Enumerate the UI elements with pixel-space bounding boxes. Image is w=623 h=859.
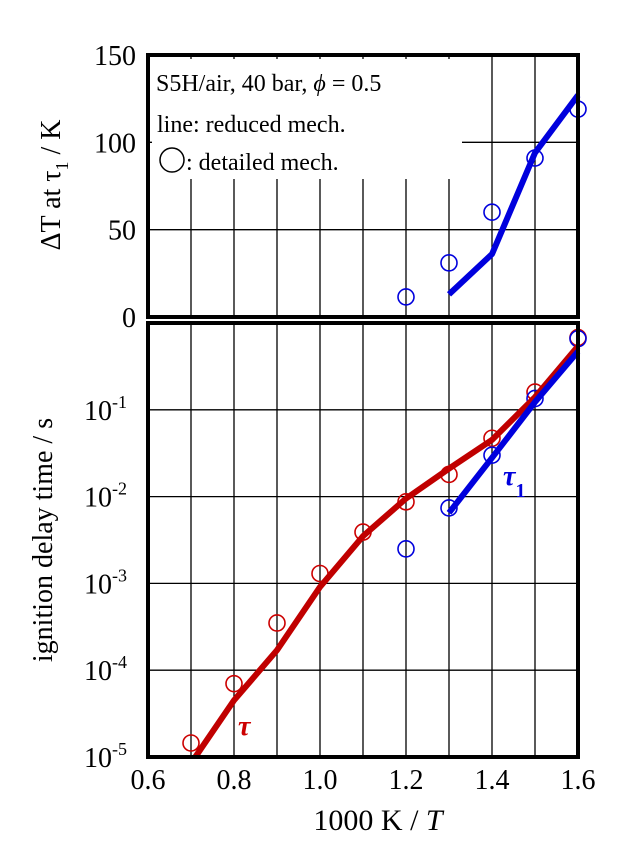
xtick-label: 1.2	[389, 765, 424, 796]
bottom-point	[397, 540, 415, 558]
bottom-frame	[146, 321, 580, 759]
xtick-label: 1.0	[303, 765, 338, 796]
bottom-line	[446, 349, 581, 515]
top-ylabel: ΔT at τ1 / K	[36, 119, 72, 250]
bottom-ytick-label: 10-2	[84, 479, 127, 514]
bottom-ytick-label: 10-1	[84, 392, 127, 427]
top-ytick-label: 0	[122, 303, 136, 334]
legend-line: line: reduced mech.	[157, 112, 346, 138]
bottom-point	[483, 446, 501, 464]
tick-labels: 0 50 100 150 10-5 10-4 10-3 10-2 10-1 0.6 0.8 1.0 1.…	[84, 41, 596, 796]
top-point	[440, 254, 458, 272]
top-ytick-label: 100	[94, 128, 136, 159]
bottom-point	[225, 674, 243, 693]
data-marks	[182, 93, 587, 759]
legend-circle-icon	[159, 147, 185, 173]
bottom-ytick-label: 10-4	[84, 652, 127, 687]
bottom-line	[192, 344, 581, 759]
bottom-point	[483, 429, 501, 448]
xtick-label: 0.6	[131, 765, 166, 796]
xtick-label: 1.4	[475, 765, 510, 796]
bottom-point	[182, 734, 200, 752]
legend-circle: : detailed mech.	[186, 150, 339, 176]
top-point	[483, 203, 501, 221]
xlabel: 1000 K / T	[313, 804, 445, 837]
top-frame	[146, 53, 580, 319]
top-ytick-label: 150	[94, 41, 136, 72]
tau-label: τ	[238, 711, 252, 742]
bottom-point	[268, 614, 286, 632]
top-ytick-label: 50	[108, 216, 136, 247]
top-line	[446, 93, 581, 297]
bottom-grid	[148, 323, 578, 757]
xtick-label: 1.6	[561, 765, 596, 796]
bottom-ytick-label: 10-3	[84, 565, 127, 600]
tau1-label: τ1	[503, 461, 525, 502]
top-point	[397, 288, 415, 306]
bottom-ytick-label: 10-5	[84, 739, 127, 774]
bottom-point	[440, 499, 458, 517]
legend-bg	[152, 59, 462, 179]
xtick-label: 0.8	[217, 765, 252, 796]
legend-conditions: S5H/air, 40 bar, ϕ = 0.5	[156, 71, 381, 97]
bottom-ylabel: ignition delay time / s	[28, 418, 59, 662]
